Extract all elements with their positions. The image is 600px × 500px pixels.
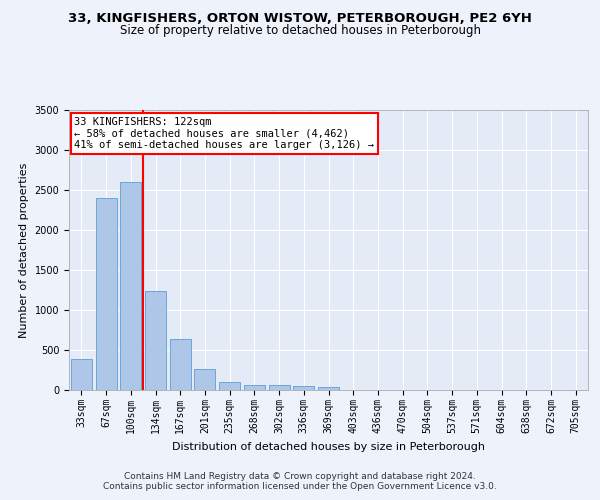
Text: Size of property relative to detached houses in Peterborough: Size of property relative to detached ho… — [119, 24, 481, 37]
Bar — [145, 291, 166, 390]
Text: 33 KINGFISHERS: 122sqm
← 58% of detached houses are smaller (4,462)
41% of semi-: 33 KINGFISHERS: 122sqm ← 58% of detached… — [74, 117, 374, 150]
Bar — [244, 385, 265, 390]
Bar — [293, 386, 314, 390]
Bar — [194, 369, 215, 390]
Bar — [71, 359, 92, 390]
Text: Contains public sector information licensed under the Open Government Licence v3: Contains public sector information licen… — [103, 482, 497, 491]
Text: 33, KINGFISHERS, ORTON WISTOW, PETERBOROUGH, PE2 6YH: 33, KINGFISHERS, ORTON WISTOW, PETERBORO… — [68, 12, 532, 26]
Bar — [120, 182, 141, 390]
Bar — [269, 385, 290, 390]
Bar — [95, 198, 116, 390]
Y-axis label: Number of detached properties: Number of detached properties — [19, 162, 29, 338]
Bar — [170, 339, 191, 390]
Text: Distribution of detached houses by size in Peterborough: Distribution of detached houses by size … — [172, 442, 485, 452]
Bar — [219, 382, 240, 390]
Bar — [318, 387, 339, 390]
Text: Contains HM Land Registry data © Crown copyright and database right 2024.: Contains HM Land Registry data © Crown c… — [124, 472, 476, 481]
